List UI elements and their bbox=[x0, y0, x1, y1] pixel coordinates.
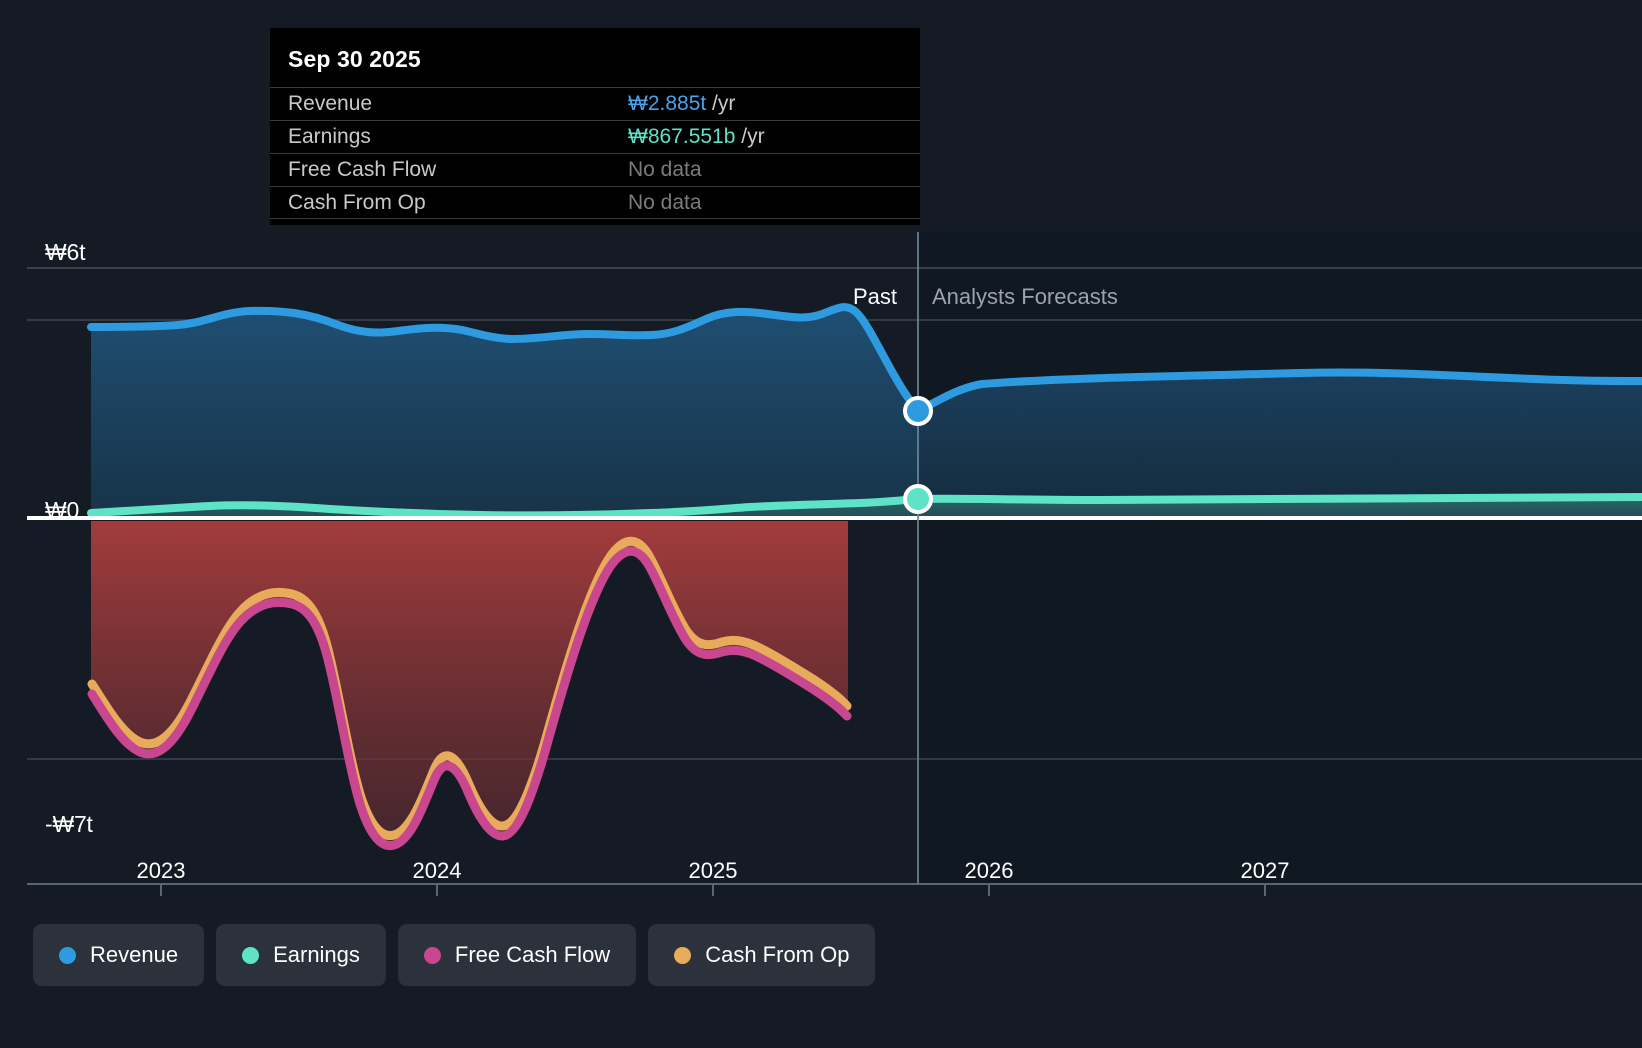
forecast-region-background bbox=[918, 232, 1642, 884]
tooltip-amount-revenue: ₩2.885t bbox=[628, 92, 707, 115]
legend-dot-revenue-icon bbox=[59, 946, 76, 964]
y-axis-label-bottom: -₩7t bbox=[45, 811, 93, 837]
tooltip-value-revenue: ₩2.885t /yr bbox=[628, 92, 735, 116]
y-axis-label-zero: ₩0 bbox=[45, 497, 80, 523]
tooltip-date: Sep 30 2025 bbox=[288, 46, 421, 72]
tooltip-value-cash-from-op: No data bbox=[628, 190, 702, 214]
tooltip-label-cash-from-op: Cash From Op bbox=[288, 190, 426, 214]
data-tooltip: Sep 30 2025 Revenue ₩2.885t /yr Earnings… bbox=[270, 28, 920, 225]
revenue-area-forecast bbox=[918, 372, 1642, 516]
revenue-area bbox=[91, 307, 918, 516]
legend-item-revenue[interactable]: Revenue bbox=[33, 924, 205, 986]
free-cash-flow-line bbox=[87, 546, 852, 851]
revenue-line bbox=[87, 303, 1642, 415]
legend-item-cash-from-op[interactable]: Cash From Op bbox=[648, 924, 876, 986]
tooltip-row-cash-from-op: Cash From Op No data bbox=[270, 186, 920, 219]
past-region-label: Past bbox=[852, 284, 897, 309]
tooltip-label-free-cash-flow: Free Cash Flow bbox=[288, 158, 437, 181]
legend-item-earnings[interactable]: Earnings bbox=[216, 924, 386, 986]
tooltip-row-free-cash-flow: Free Cash Flow No data bbox=[270, 153, 920, 186]
x-axis-ticks bbox=[160, 884, 1266, 896]
tooltip-label-revenue: Revenue bbox=[288, 92, 373, 115]
legend-dot-cash-from-op-icon bbox=[674, 946, 692, 964]
negative-cash-flow-area bbox=[91, 521, 848, 842]
x-axis-label-2025: 2025 bbox=[688, 858, 738, 883]
legend-label-free-cash-flow: Free Cash Flow bbox=[454, 942, 611, 967]
tooltip-value-earnings: ₩867.551b /yr bbox=[628, 125, 765, 149]
legend-dot-free-cash-flow-icon bbox=[423, 946, 441, 964]
legend-label-earnings: Earnings bbox=[273, 942, 360, 967]
tooltip-amount-earnings: ₩867.551b bbox=[628, 125, 736, 148]
tooltip-row-earnings: Earnings ₩867.551b /yr bbox=[270, 120, 920, 153]
x-axis-label-2024: 2024 bbox=[412, 858, 462, 883]
legend-label-revenue: Revenue bbox=[90, 942, 179, 967]
legend-label-cash-from-op: Cash From Op bbox=[705, 942, 850, 967]
earnings-highlight-marker[interactable] bbox=[903, 484, 933, 514]
forecast-region-label: Analysts Forecasts bbox=[932, 284, 1118, 309]
chart-legend: Revenue Earnings Free Cash Flow Cash Fro… bbox=[33, 924, 876, 986]
x-axis-label-2023: 2023 bbox=[136, 858, 186, 883]
revenue-highlight-marker[interactable] bbox=[903, 396, 933, 426]
tooltip-unit-earnings: /yr bbox=[735, 125, 765, 148]
legend-dot-earnings-icon bbox=[242, 946, 260, 964]
legend-item-free-cash-flow[interactable]: Free Cash Flow bbox=[397, 924, 637, 986]
x-axis-label-2026: 2026 bbox=[964, 858, 1014, 883]
tooltip-label-earnings: Earnings bbox=[288, 125, 371, 148]
y-axis-label-top: ₩6t bbox=[45, 239, 86, 265]
tooltip-value-free-cash-flow: No data bbox=[628, 158, 702, 181]
earnings-line bbox=[87, 493, 1642, 520]
x-axis-label-2027: 2027 bbox=[1240, 858, 1290, 883]
tooltip-row-revenue: Revenue ₩2.885t /yr bbox=[270, 87, 920, 120]
tooltip-unit-revenue: /yr bbox=[706, 92, 736, 115]
